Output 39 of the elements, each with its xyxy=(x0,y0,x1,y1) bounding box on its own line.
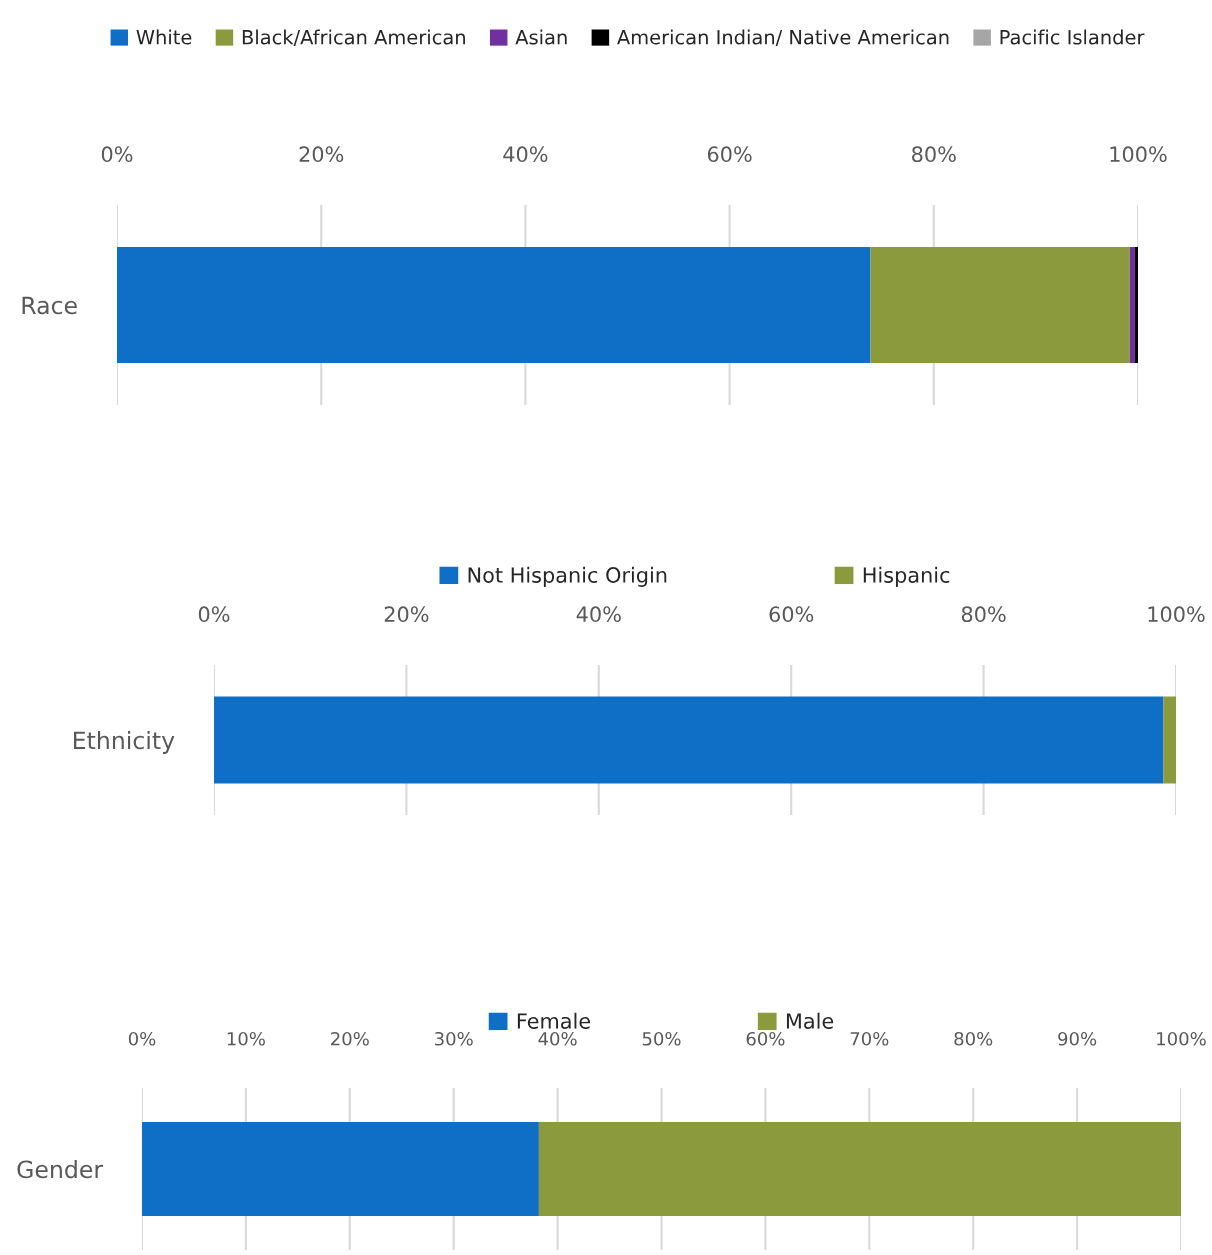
bar xyxy=(1129,247,1135,363)
x-tick-label: 40% xyxy=(538,1031,577,1046)
x-tick-label: 0% xyxy=(128,1031,156,1046)
legend-label: American Indian/ Native American xyxy=(617,29,949,47)
legend-label: Black/African American xyxy=(242,29,465,47)
legend-label: Male xyxy=(786,1012,834,1029)
legend-label: Hispanic xyxy=(863,566,950,587)
x-tick-label: 0% xyxy=(198,606,230,623)
x-tick-label: 0% xyxy=(101,146,133,163)
x-tick-label: 60% xyxy=(746,1031,785,1046)
x-tick-label: 60% xyxy=(707,146,752,163)
x-tick-label: 80% xyxy=(954,1031,993,1046)
bar xyxy=(117,247,871,363)
y-tick-label: Race xyxy=(22,296,77,315)
x-tick-label: 60% xyxy=(769,606,814,623)
x-tick-label: 20% xyxy=(299,146,344,163)
x-tick-label: 80% xyxy=(961,606,1006,623)
x-tick-label: 80% xyxy=(912,146,956,163)
x-tick-label: 40% xyxy=(576,606,621,623)
legend-label: Pacific Islander xyxy=(1000,29,1145,45)
bar xyxy=(1134,247,1138,363)
legend-label: White xyxy=(136,29,192,45)
x-tick-label: 70% xyxy=(850,1031,889,1046)
x-tick-label: 20% xyxy=(384,606,429,623)
x-tick-label: 20% xyxy=(331,1031,369,1046)
x-tick-label: 100% xyxy=(1110,146,1167,163)
x-tick-label: 30% xyxy=(435,1031,473,1046)
x-tick-label: 50% xyxy=(642,1031,681,1046)
x-tick-label: 90% xyxy=(1058,1031,1097,1046)
bar xyxy=(870,247,1130,363)
x-tick-label: 100% xyxy=(1157,1031,1206,1046)
y-tick-label: Ethnicity xyxy=(73,731,175,754)
legend-label: Not Hispanic Origin xyxy=(468,566,667,587)
legend-label: Female xyxy=(517,1012,591,1029)
legend-label: Asian xyxy=(515,29,567,45)
y-tick-label: Gender xyxy=(17,1160,104,1179)
x-tick-label: 100% xyxy=(1148,606,1205,623)
x-tick-label: 10% xyxy=(227,1031,265,1046)
x-tick-label: 40% xyxy=(503,146,548,163)
